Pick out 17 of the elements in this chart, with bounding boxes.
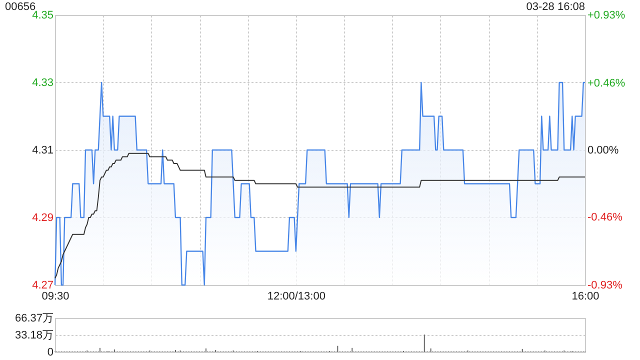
y2-tick-label: +0.93% [588, 10, 626, 22]
y2-tick-label: 0.00% [588, 144, 619, 156]
y-tick-label: 66.37万 [14, 312, 54, 324]
y-tick-label: 4.33 [32, 77, 54, 89]
line-series [54, 152, 586, 279]
y-tick-label: 4.27 [32, 280, 54, 292]
x-tick-label: 12:00/13:00 [267, 290, 326, 302]
y-tick-label: 0 [47, 346, 54, 358]
y2-tick-label: +0.46% [588, 78, 626, 90]
x-tick-label: 16:00 [572, 290, 600, 302]
x-tick-label: 09:30 [42, 290, 70, 302]
y-tick-label: 33.18万 [14, 330, 54, 342]
y2-tick-label: -0.93% [588, 280, 623, 292]
y-tick-label: 4.31 [32, 144, 54, 156]
y-tick-label: 4.29 [32, 212, 54, 224]
chart-subtitle: 03-28 16:08 [526, 1, 585, 13]
y2-tick-label: -0.46% [588, 211, 623, 224]
